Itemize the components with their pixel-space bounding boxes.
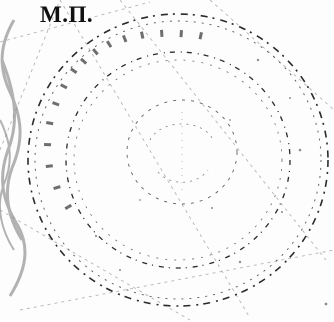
seal-ring-lettering: [44, 29, 203, 211]
round-seal: [27, 13, 329, 307]
wavy-border-decoration: [0, 19, 27, 297]
scan-speckles: [94, 58, 328, 306]
stamp-place-label: М.П.: [40, 2, 94, 27]
